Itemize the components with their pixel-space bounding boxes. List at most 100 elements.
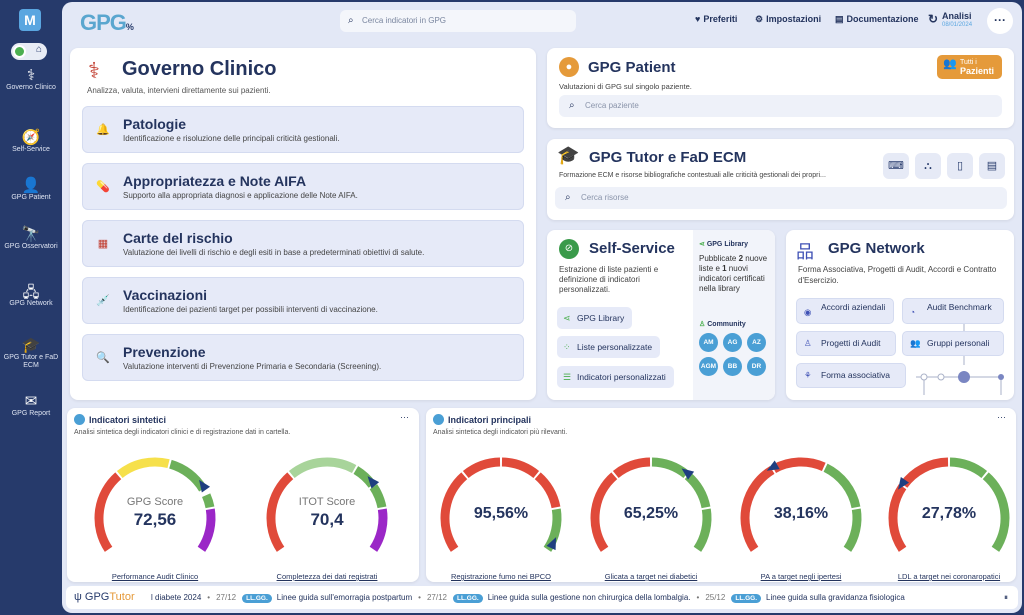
- gauge-label[interactable]: Registrazione fumo nei BPCO: [450, 572, 552, 581]
- gauge[interactable]: 27,78% LDL a target nei coronaropatici: [874, 450, 1024, 585]
- gruppi-personali-button[interactable]: 👥 Gruppi personali: [902, 331, 1004, 356]
- document-button[interactable]: ▯: [947, 153, 973, 179]
- documentazione-link[interactable]: ▤ Documentazione: [835, 14, 919, 25]
- gauge-label[interactable]: Glicata a target nei diabetici: [604, 572, 698, 581]
- governo-item-3[interactable]: 💉 Vaccinazioni Identificazione dei pazient…: [82, 277, 524, 324]
- gauge-segment: [369, 508, 388, 552]
- gauge[interactable]: 95,56% Registrazione fumo nei BPCO: [426, 450, 576, 585]
- brand-logo[interactable]: GPG%: [80, 10, 134, 36]
- gauge-marker: [898, 476, 910, 490]
- governo-item-4[interactable]: 🔍 Prevenzione Valutazione interventi di Pr…: [82, 334, 524, 381]
- sidebar-item-5[interactable]: 🎓 GPG Tutor e FaD ECM: [0, 336, 62, 370]
- gauge-label[interactable]: PA a target negli ipertesi: [760, 572, 842, 581]
- ticker-link[interactable]: Linee guida sull'emorragia postpartum: [276, 593, 413, 602]
- gauge-segment: [440, 472, 468, 552]
- analisi-label: Analisi: [942, 11, 972, 21]
- ticker-date: 27/12: [426, 593, 448, 602]
- gauge[interactable]: 65,25% Glicata a target nei diabetici: [576, 450, 726, 585]
- principali-title: Indicatori principali: [448, 415, 532, 425]
- community-avatar[interactable]: AGM: [699, 357, 718, 376]
- gauge-svg: [440, 457, 562, 552]
- ticker-lead[interactable]: l diabete 2024: [151, 593, 202, 602]
- gauge-value: 38,16%: [773, 505, 829, 522]
- governo-item-2[interactable]: ▦ Carte del rischio Valutazione dei livell…: [82, 220, 524, 267]
- preferiti-link[interactable]: ♥ Preferiti: [695, 14, 737, 24]
- gpg-library-button[interactable]: ⋖ GPG Library: [557, 307, 633, 329]
- audit-benchmark-button[interactable]: ◔ Audit Benchmark: [902, 298, 1004, 324]
- gauge-svg: [740, 457, 862, 552]
- governo-item-title: Prevenzione: [123, 344, 206, 360]
- stethoscope-icon: ⚕: [88, 58, 100, 83]
- sidebar-item-0[interactable]: ⚕ Governo Clinico: [0, 66, 62, 92]
- community-avatar[interactable]: AG: [723, 333, 742, 352]
- t3: nuovi indicatori certificati nella libra…: [699, 264, 765, 293]
- gauge[interactable]: GPG Score 72,56 Performance Audit Clinico: [80, 450, 230, 585]
- ticker-sep: •: [207, 593, 211, 602]
- gauge-title: ITOT Score: [298, 496, 356, 508]
- sidebar-item-label: Self-Service: [12, 146, 50, 153]
- ticker-link[interactable]: Linee guida sulla gestione non chirurgic…: [487, 593, 691, 602]
- gauge-segment: [823, 463, 861, 509]
- graduation-cap-icon: 🎓: [557, 145, 580, 165]
- governo-item-title: Vaccinazioni: [123, 287, 208, 303]
- gear-icon: ⚙: [755, 14, 764, 24]
- gauge-segment: [169, 459, 207, 492]
- community-avatar[interactable]: DR: [747, 357, 766, 376]
- gauge[interactable]: 38,16% PA a target negli ipertesi: [726, 450, 876, 585]
- gauge-label[interactable]: LDL a target nei coronaropatici: [897, 572, 1001, 581]
- stethoscope-icon: ⚕: [26, 67, 36, 84]
- newspaper-button[interactable]: ▤: [979, 153, 1005, 179]
- library-title: ⋖ GPG Library: [699, 240, 748, 248]
- gauge-marker: [199, 479, 211, 493]
- governo-item-1[interactable]: 💊 Appropriatezza e Note AIFA Supporto alla…: [82, 163, 524, 210]
- main-area: GPG% ⌕ Cerca indicatori in GPG ♥ Preferiti…: [62, 2, 1022, 613]
- search-input[interactable]: ⌕ Cerca indicatori in GPG: [340, 10, 576, 32]
- tutti-pazienti-button[interactable]: 👥 Tutti i Pazienti: [937, 55, 1002, 79]
- community-avatar[interactable]: AZ: [747, 333, 766, 352]
- sintetici-more-button[interactable]: ···: [400, 412, 409, 422]
- progetti-audit-button[interactable]: ♙ Progetti di Audit: [796, 331, 896, 356]
- community-avatar[interactable]: BB: [723, 357, 742, 376]
- governo-item-desc: Identificazione e risoluzione delle prin…: [123, 134, 340, 143]
- home-toggle[interactable]: ⌂: [11, 43, 47, 60]
- forma-associativa-button[interactable]: ⚘ Forma associativa: [796, 363, 906, 388]
- chart-icon: [74, 414, 85, 425]
- sidebar-item-4[interactable]: 🖧 GPG Network: [0, 282, 62, 308]
- label: Forma associativa: [821, 370, 890, 380]
- community-avatar[interactable]: AM: [699, 333, 718, 352]
- sidebar-item-2[interactable]: 👤 GPG Patient: [0, 176, 62, 202]
- more-button[interactable]: ···: [987, 8, 1013, 34]
- pause-button[interactable]: ⏸: [1004, 593, 1008, 602]
- governo-item-0[interactable]: 🔔 Patologie Identificazione e risoluzione …: [82, 106, 524, 153]
- gauge-label[interactable]: Performance Audit Clinico: [111, 572, 199, 581]
- gauge-label[interactable]: Completezza dei dati registrati: [276, 572, 378, 581]
- gauge-value: 70,4: [310, 510, 344, 529]
- sitemap-button[interactable]: ⛬: [915, 153, 941, 179]
- indicatori-personalizzati-button[interactable]: ☰ Indicatori personalizzati: [557, 366, 674, 388]
- gauge-icon: ◔: [910, 307, 916, 317]
- presentation-button[interactable]: ⌨: [883, 153, 909, 179]
- risorse-search-input[interactable]: ⌕ Cerca risorse: [555, 187, 1007, 209]
- network-icon: 品: [796, 242, 814, 262]
- info-icon: [433, 414, 444, 425]
- sidebar-item-6[interactable]: ✉ GPG Report: [0, 392, 62, 418]
- liste-personalizzate-button[interactable]: ⁘ Liste personalizzate: [557, 336, 661, 358]
- impostazioni-link[interactable]: ⚙ Impostazioni: [755, 14, 821, 25]
- sidebar-item-3[interactable]: 🔭 GPG Osservatori: [0, 225, 62, 251]
- indicatori-principali-card: Indicatori principali Analisi sintetica …: [426, 408, 1016, 582]
- accordi-aziendali-button[interactable]: ◉ Accordi aziendali: [796, 298, 894, 324]
- gauge-segment: [651, 457, 690, 479]
- principali-more-button[interactable]: ···: [997, 412, 1006, 422]
- patient-search-input[interactable]: ⌕ Cerca paziente: [559, 95, 1002, 117]
- governo-title: Governo Clinico: [122, 58, 277, 80]
- network-icon: 🖧: [22, 284, 40, 301]
- gauge-segment: [684, 472, 711, 509]
- ticker-badge: LL.GG.: [731, 594, 762, 603]
- app-logo[interactable]: M: [19, 9, 41, 31]
- ticker-link[interactable]: Linee guida sulla gravidanza fisiologica: [766, 593, 905, 602]
- analisi-link[interactable]: Analisi 08/01/2024: [942, 12, 972, 30]
- gauge[interactable]: ITOT Score 70,4 Completezza dei dati regis…: [252, 450, 402, 585]
- gauge-segment: [197, 508, 216, 552]
- sidebar-item-1[interactable]: 🧭 Self-Service: [0, 128, 62, 154]
- gauge-segment: [590, 472, 618, 552]
